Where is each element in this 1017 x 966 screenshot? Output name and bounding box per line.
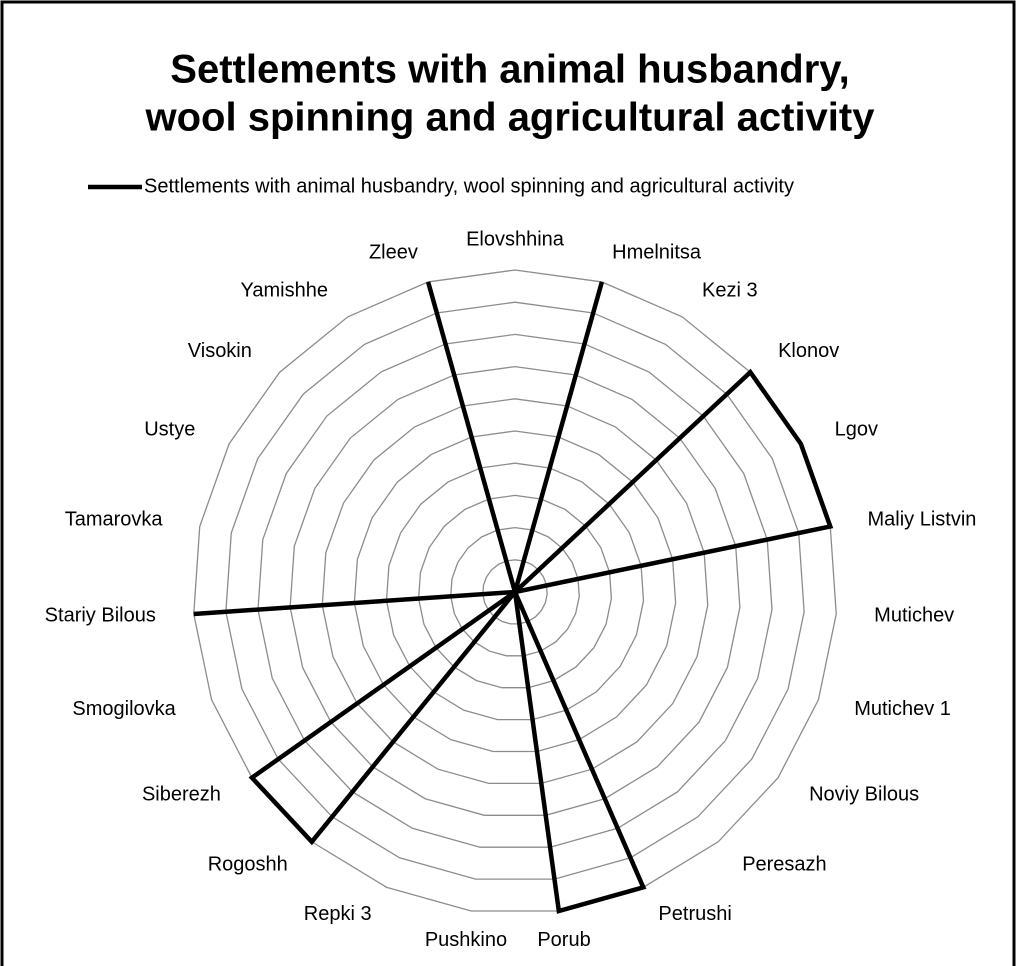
category-label: Klonov bbox=[778, 340, 839, 362]
category-label: Tamarovka bbox=[65, 509, 164, 531]
chart-title: Settlements with animal husbandry, bbox=[170, 48, 849, 92]
grid-ring bbox=[289, 365, 741, 816]
category-label: Hmelnitsa bbox=[612, 241, 702, 263]
category-label: Ustye bbox=[144, 418, 195, 440]
category-label: Peresazh bbox=[742, 853, 827, 875]
category-label: Siberezh bbox=[142, 783, 221, 805]
grid-ring bbox=[321, 398, 709, 785]
chart-title: wool spinning and agricultural activity bbox=[145, 96, 876, 140]
category-label: Petrushi bbox=[658, 903, 731, 925]
grid-ring bbox=[482, 559, 548, 625]
category-label: Stariy Bilous bbox=[45, 604, 156, 626]
category-label: Porub bbox=[537, 929, 590, 951]
series-line bbox=[193, 281, 834, 914]
category-label: Kezi 3 bbox=[702, 280, 758, 302]
category-label: Rogoshh bbox=[208, 853, 288, 875]
category-label: Lgov bbox=[835, 418, 878, 440]
grid-ring bbox=[353, 430, 677, 753]
grid-ring bbox=[385, 462, 645, 721]
category-label: Maliy Listvin bbox=[867, 509, 976, 531]
category-label: Visokin bbox=[188, 340, 252, 362]
category-label: Mutichev 1 bbox=[854, 698, 951, 720]
category-label: Elovshhina bbox=[466, 228, 565, 250]
category-label: Pushkino bbox=[425, 929, 507, 951]
category-label: Repki 3 bbox=[304, 903, 372, 925]
category-label: Zleev bbox=[369, 241, 418, 263]
grid-ring bbox=[257, 333, 773, 848]
legend-label: Settlements with animal husbandry, wool … bbox=[144, 175, 794, 197]
category-label: Mutichev bbox=[874, 604, 954, 626]
grid-ring bbox=[225, 301, 805, 880]
category-label: Noviy Bilous bbox=[809, 783, 919, 805]
grid-ring bbox=[450, 526, 580, 657]
grid-ring bbox=[417, 494, 613, 689]
category-label: Smogilovka bbox=[72, 698, 176, 720]
category-label: Yamishhe bbox=[240, 280, 327, 302]
